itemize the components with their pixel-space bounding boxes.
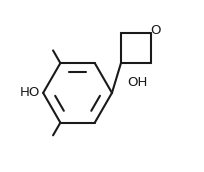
Text: O: O [150, 24, 160, 37]
Text: OH: OH [126, 76, 147, 89]
Text: HO: HO [20, 86, 40, 99]
